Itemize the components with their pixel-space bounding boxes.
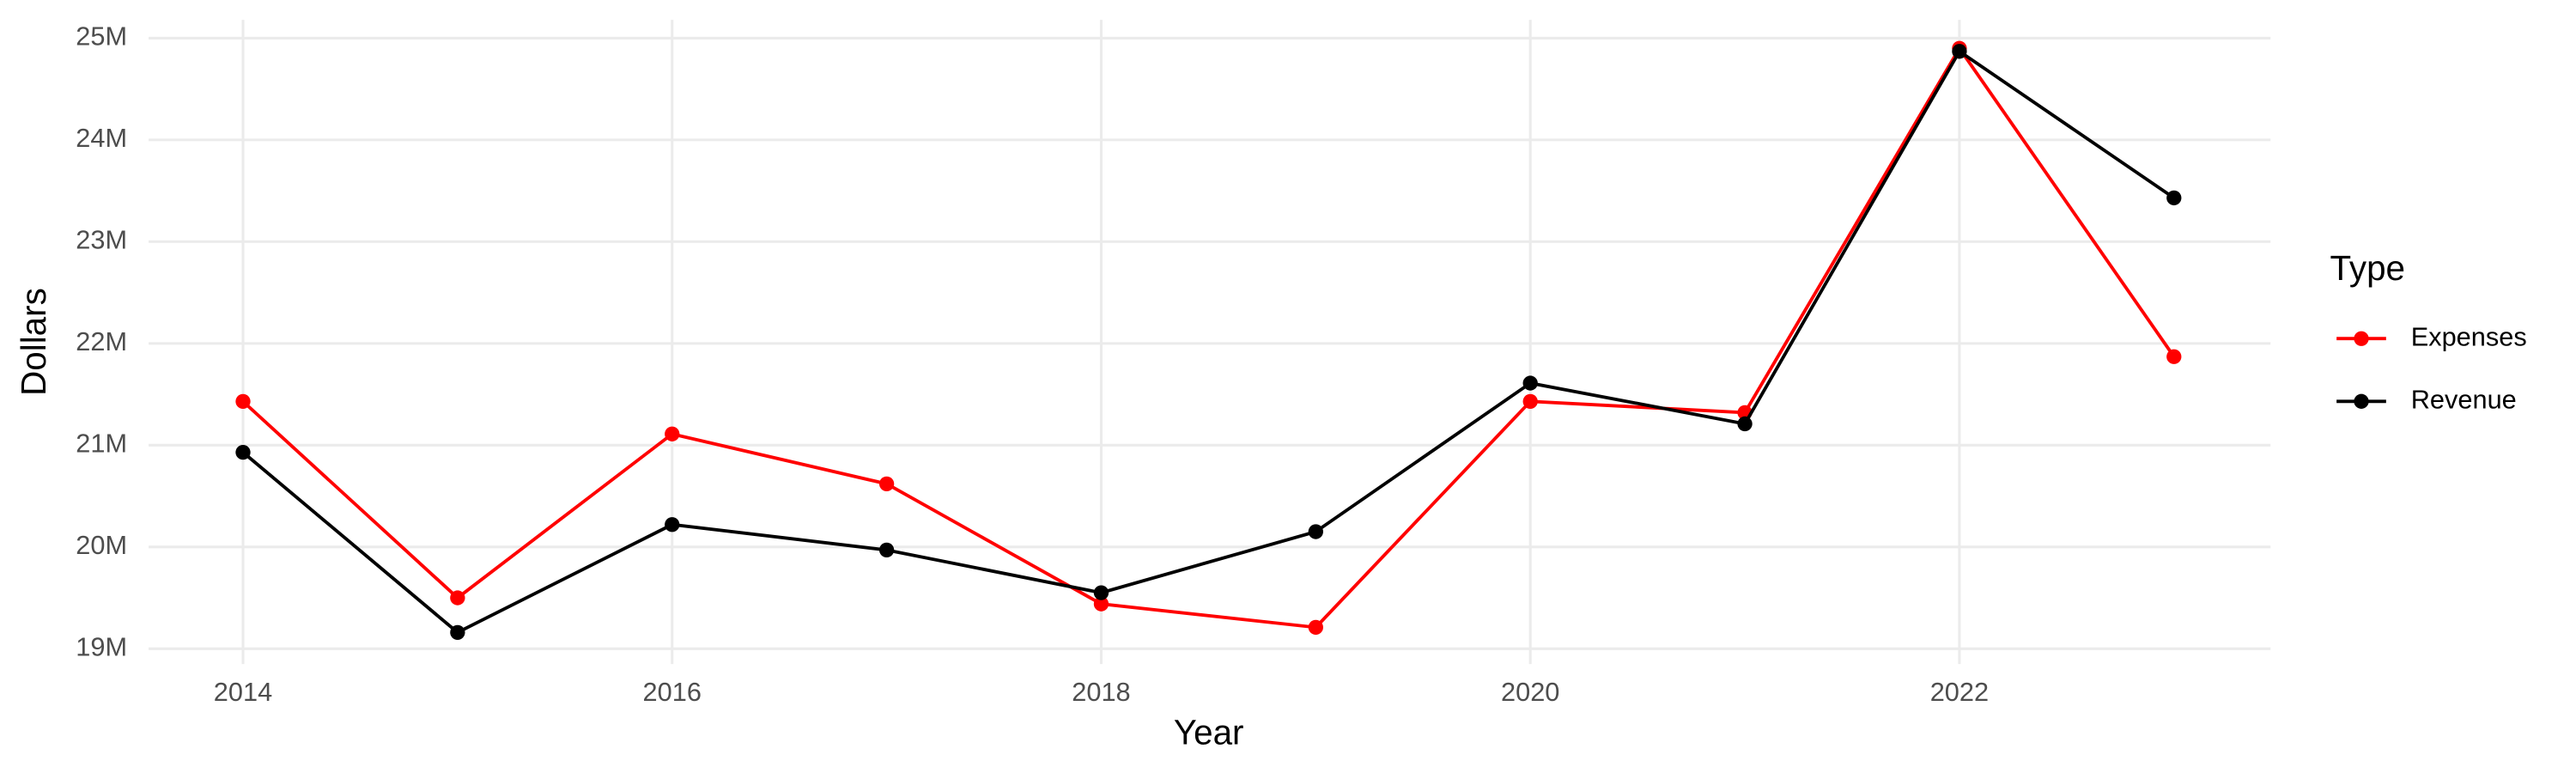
data-point — [665, 517, 680, 533]
y-tick-label: 21M — [76, 428, 127, 458]
y-axis-title: Dollars — [14, 288, 53, 396]
data-point — [665, 426, 680, 441]
data-point — [450, 590, 465, 606]
legend-marker — [2354, 331, 2369, 346]
y-tick-label: 25M — [76, 21, 127, 52]
series-line — [241, 49, 2175, 635]
legend-label: Revenue — [2411, 384, 2517, 414]
y-tick-label: 22M — [76, 326, 127, 356]
data-point — [1522, 375, 1538, 391]
y-tick-label: 23M — [76, 224, 127, 254]
data-point — [2166, 349, 2182, 364]
data-point — [1308, 524, 1323, 539]
legend-marker — [2354, 393, 2369, 409]
x-axis-title: Year — [1174, 712, 1244, 752]
data-point — [235, 393, 251, 410]
data-point — [1093, 585, 1109, 600]
y-tick-label: 19M — [76, 631, 127, 661]
x-tick-label: 2014 — [214, 677, 272, 707]
data-point — [1737, 416, 1753, 432]
data-point — [1308, 619, 1323, 636]
data-point — [2166, 190, 2182, 206]
data-point — [878, 542, 895, 558]
data-point — [1952, 44, 1967, 59]
data-point — [450, 624, 465, 641]
y-tick-label: 20M — [76, 530, 127, 560]
x-tick-label: 2018 — [1072, 677, 1130, 707]
legend-label: Expenses — [2411, 321, 2527, 351]
data-point — [1093, 596, 1109, 612]
x-tick-label: 2016 — [643, 677, 702, 707]
legend-title: Type — [2330, 248, 2405, 288]
data-point — [1522, 393, 1538, 410]
x-tick-label: 2020 — [1501, 677, 1559, 707]
y-tick-label: 24M — [76, 123, 127, 153]
data-point — [235, 444, 251, 460]
series-line — [241, 45, 2176, 630]
data-point — [878, 476, 895, 492]
x-tick-label: 2022 — [1930, 677, 1989, 707]
grid — [149, 20, 2271, 665]
